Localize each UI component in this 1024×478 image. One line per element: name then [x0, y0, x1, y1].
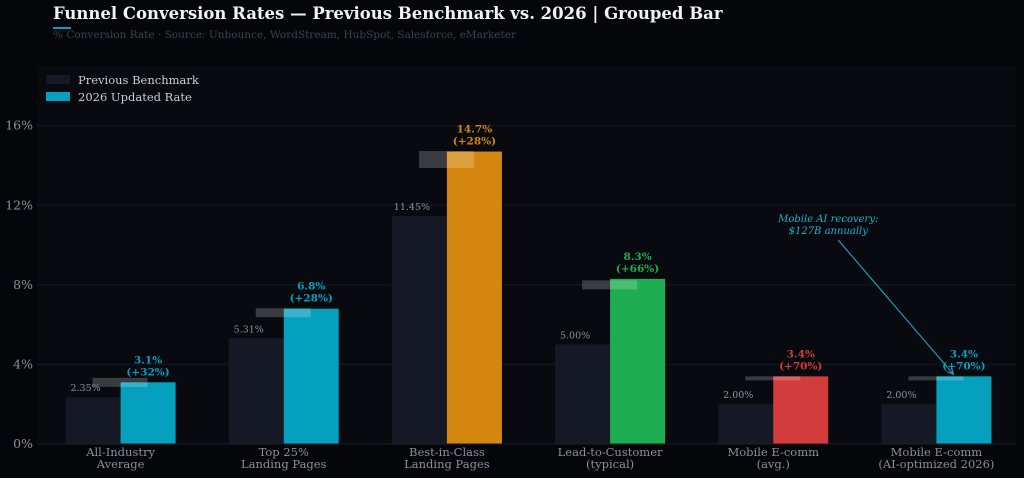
- category-label: Mobile E-comm: [891, 445, 983, 459]
- change-percent-label: (+66%): [616, 263, 659, 275]
- category-label: Lead-to-Customer: [558, 445, 663, 459]
- y-tick-label: 16%: [5, 118, 33, 133]
- bar-2026-rate: [120, 382, 176, 444]
- annotation-arrowhead: [946, 367, 955, 376]
- previous-value-label: 5.31%: [234, 324, 264, 335]
- title-accent-line: [53, 27, 71, 29]
- category-label: (avg.): [757, 457, 790, 471]
- bar-previous-benchmark: [228, 338, 284, 444]
- category-label: Landing Pages: [404, 457, 490, 471]
- annotation-text: Mobile AI recovery:: [777, 214, 878, 225]
- new-value-label: 3.4%: [950, 348, 978, 360]
- legend-swatch-2026: [46, 92, 70, 101]
- category-label: (typical): [586, 457, 634, 471]
- page-title: Funnel Conversion Rates — Previous Bench…: [53, 4, 723, 23]
- bar-previous-benchmark: [718, 404, 774, 444]
- bar-previous-benchmark: [881, 404, 937, 444]
- previous-value-label: 11.45%: [394, 202, 430, 213]
- ghost-marker: [418, 151, 474, 169]
- category-label: Top 25%: [259, 445, 309, 459]
- plot-background: [37, 66, 1016, 444]
- ghost-marker: [92, 377, 148, 387]
- bar-2026-rate: [446, 151, 502, 444]
- bar-previous-benchmark: [391, 216, 447, 444]
- y-tick-label: 8%: [13, 277, 33, 292]
- category-label: Average: [96, 457, 145, 471]
- new-value-label: 3.4%: [787, 348, 815, 360]
- previous-value-label: 5.00%: [560, 331, 590, 342]
- change-percent-label: (+70%): [779, 360, 822, 372]
- previous-value-label: 2.00%: [723, 390, 753, 401]
- new-value-label: 8.3%: [623, 251, 651, 263]
- ghost-marker: [908, 376, 964, 381]
- category-label: All-Industry: [85, 445, 155, 459]
- bar-previous-benchmark: [555, 344, 611, 444]
- legend-label-previous: Previous Benchmark: [78, 73, 200, 87]
- previous-value-label: 2.00%: [886, 390, 916, 401]
- change-percent-label: (+32%): [126, 366, 169, 378]
- y-tick-label: 12%: [5, 197, 33, 212]
- annotation-arrow: [837, 239, 954, 375]
- previous-value-label: 2.35%: [70, 383, 100, 394]
- legend-label-2026: 2026 Updated Rate: [78, 90, 192, 104]
- ghost-marker: [582, 280, 638, 290]
- new-value-label: 3.1%: [134, 354, 162, 366]
- legend-swatch-previous: [46, 75, 70, 84]
- category-label: Mobile E-comm: [727, 445, 819, 459]
- page-subtitle: % Conversion Rate · Source: Unbounce, Wo…: [53, 29, 516, 41]
- change-percent-label: (+28%): [290, 293, 333, 305]
- bar-2026-rate: [610, 278, 666, 444]
- ghost-marker: [745, 376, 801, 381]
- bar-2026-rate: [773, 376, 829, 444]
- new-value-label: 14.7%: [457, 124, 493, 136]
- ghost-marker: [255, 308, 311, 318]
- change-percent-label: (+70%): [942, 360, 985, 372]
- category-label: (AI-optimized 2026): [878, 457, 994, 471]
- new-value-label: 6.8%: [297, 281, 325, 293]
- annotation-text: $127B annually: [789, 226, 869, 237]
- bar-2026-rate: [283, 308, 339, 444]
- category-label: Best-in-Class: [409, 445, 485, 459]
- change-percent-label: (+28%): [453, 136, 496, 148]
- bar-previous-benchmark: [65, 397, 121, 444]
- y-tick-label: 0%: [13, 436, 33, 451]
- category-label: Landing Pages: [241, 457, 327, 471]
- y-tick-label: 4%: [13, 356, 33, 371]
- bar-2026-rate: [936, 376, 992, 444]
